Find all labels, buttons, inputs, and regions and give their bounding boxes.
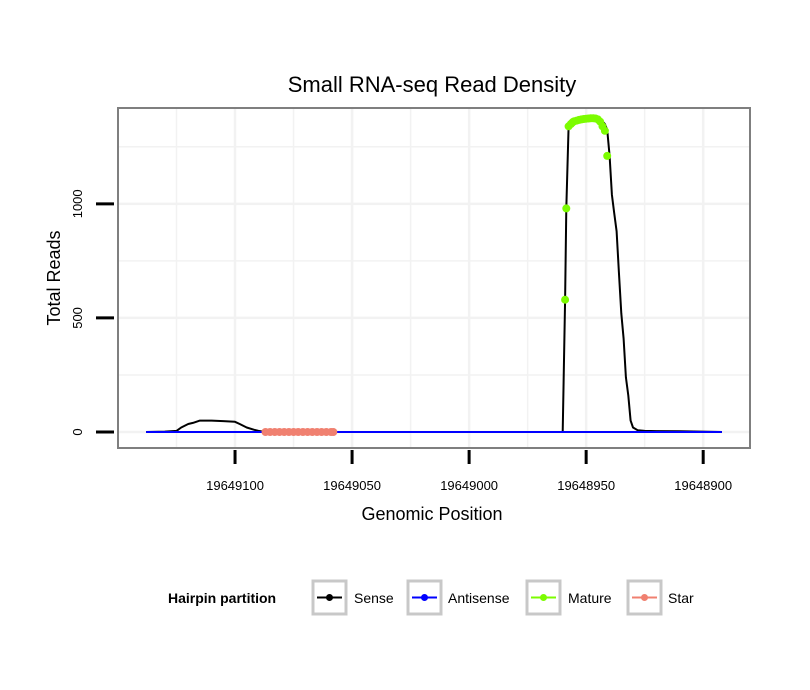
y-tick-label: 500 [70, 307, 85, 329]
legend-key-point [421, 594, 428, 601]
x-tick-label: 19648950 [557, 478, 615, 493]
series-star [261, 428, 338, 436]
legend-item-star: Star [626, 579, 694, 616]
legend-item-sense: Sense [311, 579, 394, 616]
legend-title: Hairpin partition [168, 590, 276, 606]
legend-key-point [641, 594, 648, 601]
series-mature [561, 114, 612, 304]
plot-panel [118, 108, 750, 448]
legend-key-point [326, 594, 333, 601]
y-axis-title: Total Reads [44, 230, 64, 325]
plot-border [117, 107, 751, 449]
x-tick-label: 19649000 [440, 478, 498, 493]
x-tick-label: 19649100 [206, 478, 264, 493]
y-tick-label: 1000 [70, 189, 85, 218]
x-tick-label: 19649050 [323, 478, 381, 493]
legend-key-point [540, 594, 547, 601]
axes: 0 500 1000 19649100 19649050 19649000 19648950… [70, 189, 732, 493]
series-layer [146, 114, 722, 436]
data-point-mature [603, 151, 612, 160]
data-point-star [329, 428, 338, 436]
legend-item-mature: Mature [525, 579, 612, 616]
data-point-mature [562, 204, 571, 213]
chart-title: Small RNA-seq Read Density [288, 72, 577, 97]
x-tick-label: 19648900 [674, 478, 732, 493]
data-point-mature [600, 126, 609, 135]
legend-item-antisense: Antisense [406, 579, 510, 616]
x-axis-title: Genomic Position [361, 504, 502, 524]
legend-label: Sense [354, 590, 394, 606]
legend-label: Mature [568, 590, 612, 606]
grid [118, 108, 750, 448]
data-point-mature [561, 295, 570, 304]
legend-label: Star [668, 590, 694, 606]
y-tick-label: 0 [70, 428, 85, 435]
legend-label: Antisense [448, 590, 510, 606]
legend: Hairpin partition Sense Antisense Mature St… [168, 579, 694, 616]
